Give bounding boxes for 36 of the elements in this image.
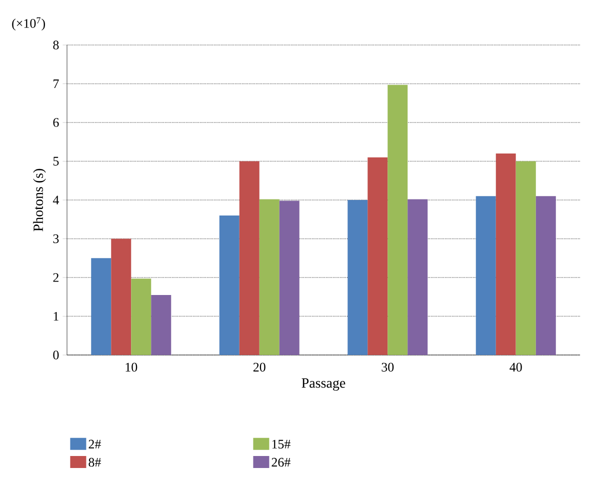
y-tick-label: 6 (53, 118, 59, 127)
legend-label: 15# (272, 440, 290, 449)
bar (91, 258, 112, 355)
y-tick-label: 4 (52, 196, 60, 204)
legend-label: 26# (272, 458, 290, 467)
bar (111, 238, 132, 355)
legend-label: 2# (88, 440, 101, 448)
bar (388, 84, 408, 355)
bar (239, 161, 260, 355)
y-tick-label: 3 (53, 234, 59, 244)
bar (476, 196, 496, 355)
x-tick-label: 40 (510, 362, 522, 372)
x-axis-title: Passage (302, 378, 346, 391)
y-axis-title: Photons (s) (33, 168, 46, 232)
legend-label: 8# (88, 458, 101, 467)
bar (496, 154, 516, 355)
x-tick-label: 30 (382, 362, 394, 372)
bar (259, 199, 280, 355)
bar (408, 199, 428, 355)
y-tick-label: 2 (53, 273, 58, 282)
bar (536, 196, 556, 355)
bar (368, 157, 388, 355)
y-tick-label: 5 (53, 156, 59, 166)
bar (131, 278, 152, 355)
bar (219, 216, 240, 355)
bar (348, 200, 368, 355)
bar (516, 161, 536, 355)
y-tick-label: 8 (53, 40, 59, 50)
y-tick-label: 1 (54, 312, 58, 321)
y-tick-label: 0 (53, 350, 59, 360)
text: (×10$^{7}$) (12, 17, 46, 30)
x-tick-label: 20 (253, 362, 266, 372)
bar (279, 200, 300, 355)
x-tick-label: 10 (126, 362, 138, 372)
bar (151, 294, 172, 355)
y-tick-label: 7 (54, 79, 59, 88)
